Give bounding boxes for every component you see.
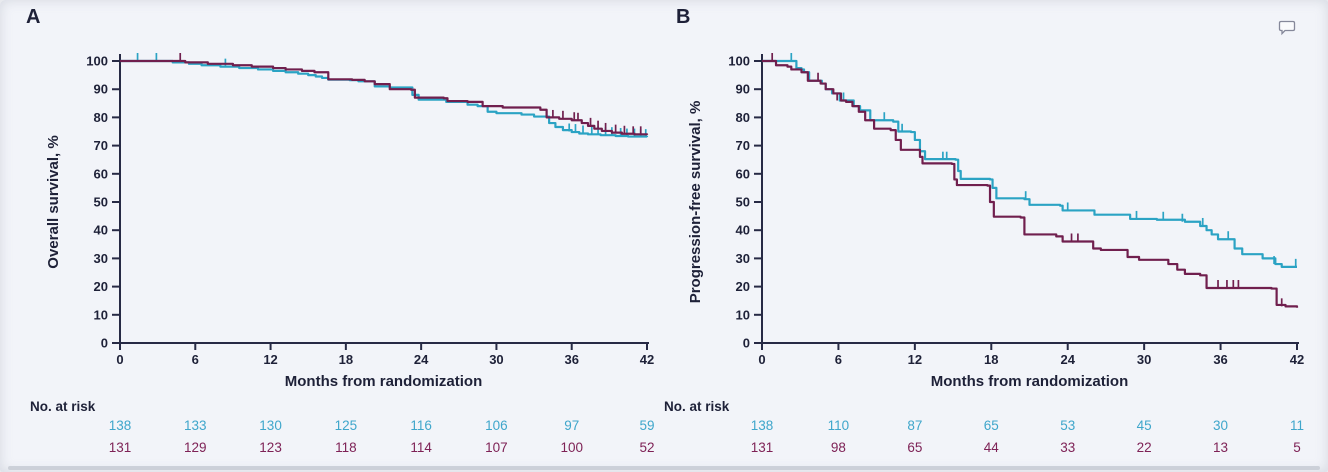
- at-risk-count: 53: [1060, 418, 1075, 433]
- x-tick-label: 42: [1290, 352, 1304, 367]
- at-risk-count: 65: [984, 418, 999, 433]
- at-risk-count: 133: [184, 418, 207, 433]
- y-axis-title: Overall survival, %: [45, 135, 62, 268]
- x-tick-label: 18: [984, 352, 998, 367]
- axis-line: [761, 54, 1299, 344]
- panel-overall-survival: A 0 10 20 30 40 50 60 70 80 90 100 0 6 12 18 24 30 36 42 Mo…: [0, 0, 660, 472]
- x-tick-label: 36: [564, 352, 578, 367]
- survival-curve-arm-1-teal: [762, 59, 1297, 268]
- y-tick-label: 70: [94, 138, 108, 153]
- progression-free-survival-chart: 0 10 20 30 40 50 60 70 80 90 100 0 6 12 18 24 30 36 42 Mont…: [664, 53, 1304, 455]
- at-risk-count: 118: [335, 440, 357, 455]
- risk-table-label: No. at risk: [664, 399, 730, 414]
- at-risk-count: 59: [639, 418, 654, 433]
- survival-curve-arm-2-maroon: [120, 59, 649, 136]
- x-tick-label: 0: [758, 352, 765, 367]
- x-tick-label: 18: [339, 352, 353, 367]
- panel-b-letter: B: [676, 6, 691, 28]
- photo-bottom-edge: [8, 466, 1320, 470]
- at-risk-count: 33: [1060, 440, 1075, 455]
- x-tick-label: 6: [835, 352, 842, 367]
- at-risk-count: 130: [259, 418, 282, 433]
- x-tick-label: 6: [192, 352, 199, 367]
- x-tick-label: 24: [414, 352, 429, 367]
- at-risk-count: 13: [1213, 440, 1228, 455]
- overall-survival-chart: 0 10 20 30 40 50 60 70 80 90 100 0 6 12 18 24 30 36 42 Mont…: [30, 53, 655, 455]
- y-tick-label: 10: [94, 307, 108, 322]
- at-risk-count: 22: [1137, 440, 1152, 455]
- comment-icon[interactable]: [1278, 20, 1298, 36]
- x-axis-title: Months from randomization: [931, 373, 1129, 390]
- x-tick-label: 30: [1137, 352, 1151, 367]
- at-risk-count: 30: [1213, 418, 1228, 433]
- x-tick-label: 12: [908, 352, 922, 367]
- at-risk-count: 45: [1137, 418, 1152, 433]
- y-tick-label: 20: [736, 279, 750, 294]
- at-risk-count: 129: [184, 440, 207, 455]
- at-risk-count: 44: [984, 440, 1000, 455]
- panel-progression-free-survival: B 0 10 20 30 40 50 60 70 80 90 100 0 6 12 18 24 30 36 42 Mo…: [660, 0, 1328, 472]
- at-risk-count: 97: [564, 418, 579, 433]
- y-tick-label: 40: [736, 223, 750, 238]
- at-risk-count: 131: [751, 440, 774, 455]
- y-tick-label: 30: [94, 251, 108, 266]
- at-risk-count: 65: [907, 440, 922, 455]
- y-tick-label: 60: [736, 166, 750, 181]
- survival-curve-arm-1-teal: [120, 59, 649, 138]
- risk-table-label: No. at risk: [30, 399, 96, 414]
- y-tick-label: 70: [736, 138, 750, 153]
- at-risk-count: 138: [751, 418, 774, 433]
- panel-a-letter: A: [26, 6, 41, 28]
- y-tick-label: 90: [94, 82, 108, 97]
- at-risk-count: 131: [109, 440, 132, 455]
- y-tick-label: 80: [94, 110, 108, 125]
- y-tick-label: 10: [736, 307, 750, 322]
- at-risk-count: 5: [1293, 440, 1301, 455]
- at-risk-count: 138: [109, 418, 132, 433]
- y-tick-label: 60: [94, 166, 108, 181]
- at-risk-count: 87: [907, 418, 922, 433]
- y-tick-label: 40: [94, 223, 108, 238]
- at-risk-count: 125: [335, 418, 358, 433]
- at-risk-count: 123: [259, 440, 282, 455]
- at-risk-count: 107: [485, 440, 508, 455]
- y-tick-label: 20: [94, 279, 108, 294]
- x-axis-title: Months from randomization: [285, 373, 483, 390]
- survival-curve-arm-2-maroon: [762, 59, 1299, 308]
- x-tick-label: 12: [263, 352, 277, 367]
- axis-line: [119, 54, 649, 344]
- at-risk-count: 110: [828, 418, 850, 433]
- x-tick-label: 42: [640, 352, 654, 367]
- y-tick-label: 90: [736, 82, 750, 97]
- y-tick-label: 50: [94, 195, 108, 210]
- x-tick-label: 36: [1213, 352, 1227, 367]
- y-tick-label: 100: [86, 54, 108, 69]
- at-risk-count: 106: [485, 418, 508, 433]
- y-tick-label: 100: [728, 54, 750, 69]
- x-tick-label: 0: [116, 352, 123, 367]
- at-risk-count: 98: [831, 440, 846, 455]
- y-tick-label: 50: [736, 195, 750, 210]
- y-tick-label: 0: [743, 336, 750, 351]
- y-tick-label: 30: [736, 251, 750, 266]
- at-risk-count: 114: [410, 440, 432, 455]
- y-tick-label: 80: [736, 110, 750, 125]
- at-risk-count: 52: [639, 440, 654, 455]
- y-axis-title: Progression-free survival, %: [687, 101, 704, 304]
- at-risk-count: 11: [1290, 418, 1304, 433]
- x-tick-label: 24: [1060, 352, 1075, 367]
- y-tick-label: 0: [101, 336, 108, 351]
- x-tick-label: 30: [489, 352, 503, 367]
- at-risk-count: 100: [560, 440, 583, 455]
- speech-bubble-icon: [1278, 20, 1296, 36]
- at-risk-count: 116: [410, 418, 432, 433]
